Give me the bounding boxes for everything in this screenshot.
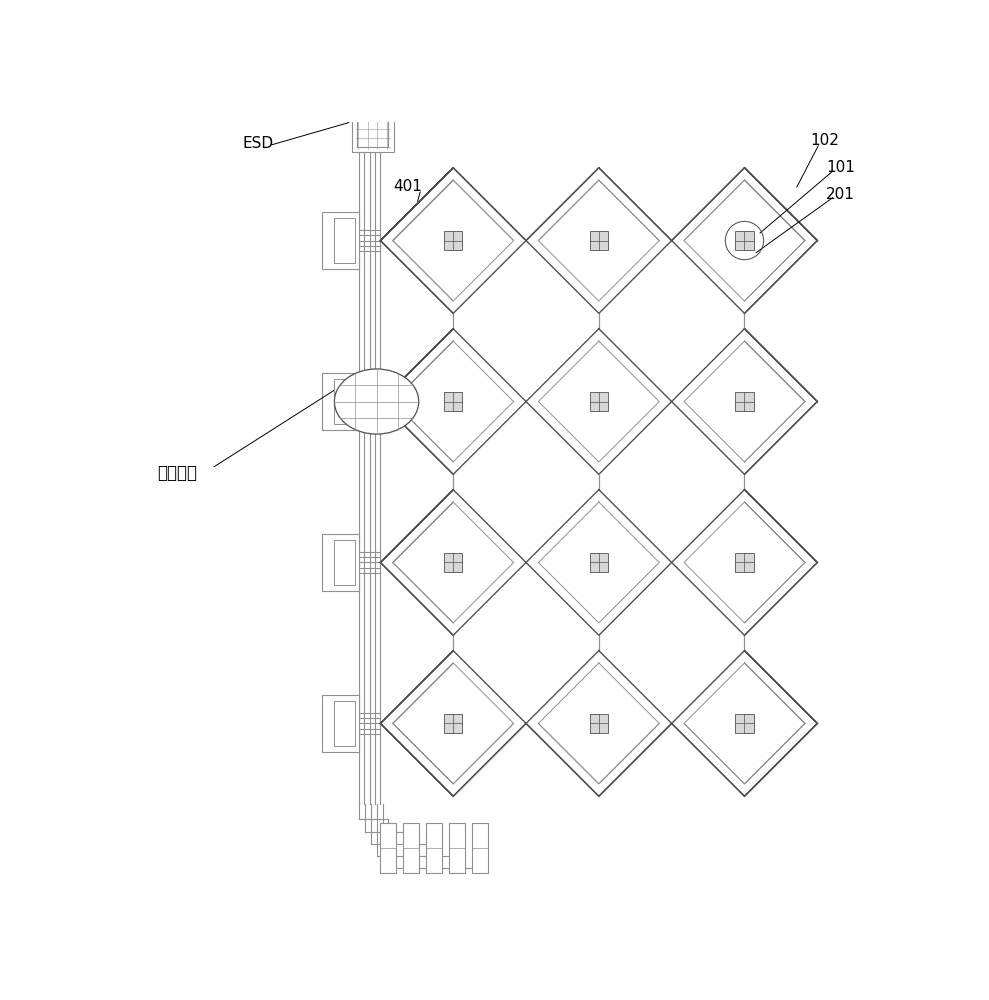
Polygon shape	[672, 490, 817, 635]
Bar	[322, 534, 359, 591]
Polygon shape	[526, 329, 672, 474]
Polygon shape	[381, 329, 526, 474]
Text: ESD: ESD	[242, 136, 273, 151]
Polygon shape	[672, 329, 817, 474]
Bar	[334, 379, 355, 424]
Polygon shape	[526, 651, 672, 796]
Polygon shape	[381, 168, 526, 313]
Bar	[352, 114, 394, 152]
Bar	[589, 553, 608, 572]
Polygon shape	[526, 168, 672, 313]
Bar	[334, 218, 355, 263]
Bar	[380, 823, 397, 873]
Bar	[589, 714, 608, 733]
Bar	[403, 823, 419, 873]
Bar	[589, 392, 608, 411]
Bar	[444, 392, 463, 411]
Bar	[735, 231, 754, 250]
Text: 多层结构: 多层结构	[157, 464, 197, 482]
Bar	[735, 714, 754, 733]
Bar	[472, 823, 489, 873]
Polygon shape	[526, 490, 672, 635]
Bar	[334, 540, 355, 585]
Polygon shape	[672, 651, 817, 796]
Bar	[322, 373, 359, 430]
Bar	[444, 714, 463, 733]
Bar	[334, 701, 355, 746]
Bar	[444, 553, 463, 572]
Polygon shape	[381, 651, 526, 796]
Bar	[322, 212, 359, 269]
Bar	[735, 392, 754, 411]
Text: 101: 101	[826, 160, 854, 175]
Text: 301: 301	[366, 136, 395, 151]
Bar	[735, 553, 754, 572]
Bar	[444, 231, 463, 250]
Polygon shape	[672, 168, 817, 313]
Bar	[357, 119, 389, 147]
Text: 201: 201	[826, 187, 854, 202]
Text: 401: 401	[393, 179, 421, 194]
Text: 102: 102	[811, 133, 840, 148]
Bar	[425, 823, 442, 873]
Polygon shape	[381, 490, 526, 635]
Bar	[322, 695, 359, 752]
Bar	[449, 823, 466, 873]
Ellipse shape	[334, 369, 418, 434]
Bar	[589, 231, 608, 250]
